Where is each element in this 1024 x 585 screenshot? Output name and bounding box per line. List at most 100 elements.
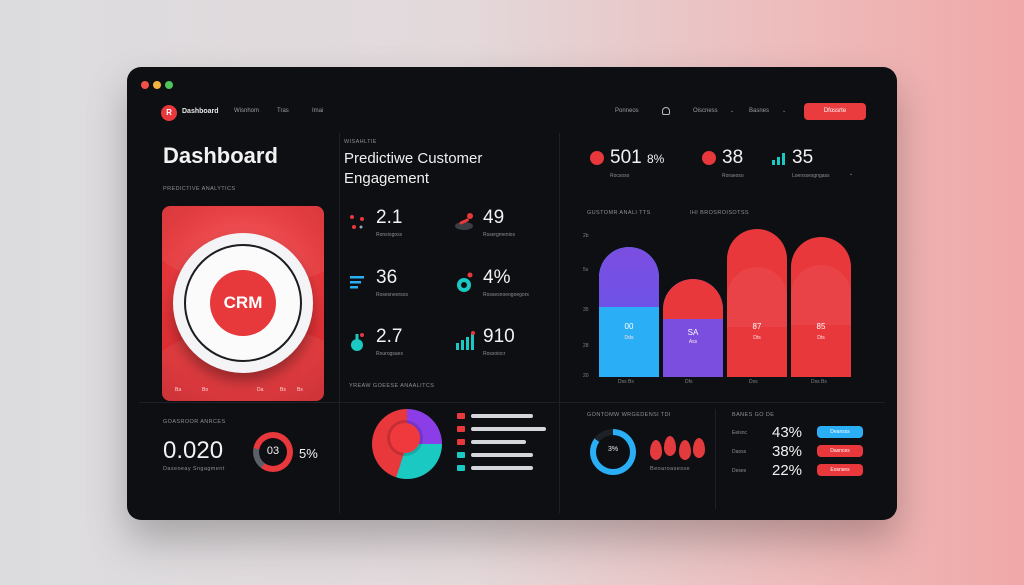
predictive-kicker: Wisahltie — [344, 139, 377, 145]
kpi-label: Ronsiogoss — [376, 232, 403, 238]
drop-icon — [679, 440, 691, 460]
pct-row[interactable]: Daoss 38% Dasnces — [732, 443, 872, 461]
kpi-tile[interactable]: 910 Rossoiocr — [449, 324, 549, 368]
list-bars-icon — [350, 276, 364, 289]
column-divider — [559, 133, 560, 513]
legend-row — [457, 465, 567, 471]
crm-tick: Ba — [175, 387, 182, 393]
kpi-label: Rssergmenios — [483, 232, 515, 238]
kpi-tile[interactable]: 49 Rssergmenios — [449, 205, 549, 249]
brand-logo-icon[interactable]: R — [161, 105, 177, 121]
pct-row-label: Eeisnc — [732, 430, 748, 436]
legend-swatch — [457, 426, 465, 432]
pie-chart[interactable] — [372, 409, 442, 479]
drop-icon — [693, 438, 705, 458]
donut-percent: 5% — [299, 446, 318, 461]
crm-tick: Bo — [202, 387, 209, 393]
top-nav: R Dashboard Wisnhom Tras Imai Ponneos Oi… — [127, 103, 897, 127]
x-tick: Dfs — [685, 379, 693, 385]
stat-value: 35 — [792, 147, 814, 168]
bar-value: 00 — [624, 322, 634, 331]
kpi-label: Rosesneorsos — [376, 292, 408, 298]
bell-icon[interactable] — [662, 107, 670, 115]
chevron-down-icon[interactable]: ⌄ — [730, 108, 735, 114]
chart-title-right: Ihi Brosroisotss — [690, 210, 749, 216]
page-title: Dashboard — [163, 143, 278, 168]
bar-top-segment — [599, 247, 659, 307]
stat-label: Loenssesgngass — [792, 173, 830, 179]
donut-value: 03 — [266, 445, 280, 457]
flask-icon — [351, 333, 364, 351]
y-tick: 20 — [583, 373, 589, 379]
nav-link-3[interactable]: Imai — [312, 108, 324, 114]
chart-bar[interactable]: 00 Dds — [599, 247, 659, 377]
close-window-dot[interactable] — [141, 81, 149, 89]
chart-bar[interactable]: 85 Dts — [791, 237, 851, 377]
kpi-tile[interactable]: 2.7 Rourogsaes — [342, 324, 442, 368]
nav-cta-button[interactable]: Dfossrte — [804, 103, 866, 120]
column-divider — [715, 409, 716, 509]
chart-title-left: Gustomr anali tts — [587, 210, 651, 216]
bar-label: Dds — [624, 335, 634, 341]
y-tick: 5s — [583, 267, 589, 273]
crm-tick: Bs — [297, 387, 303, 393]
legend-row — [457, 452, 567, 458]
pct-row-value: 22% — [772, 462, 803, 479]
legend-swatch — [457, 439, 465, 445]
bar-chart-icon — [456, 331, 475, 350]
crm-dial[interactable]: CRM — [173, 233, 313, 373]
maximize-window-dot[interactable] — [165, 81, 173, 89]
bowl-icon — [455, 213, 473, 230]
stat-value-main: 501 — [610, 147, 642, 168]
retention-donut[interactable]: 3% — [590, 429, 636, 475]
chart-bar[interactable]: 87 Dts — [727, 229, 787, 377]
pct-row-pill[interactable]: Eosnses — [817, 464, 863, 476]
pct-row[interactable]: Deses 22% Eosnses — [732, 462, 872, 480]
bar-value: 85 — [816, 322, 826, 331]
kpi-tile[interactable]: 4% Rossesnoeogoegors — [449, 265, 559, 309]
kpi-value: 36 — [376, 267, 398, 288]
chart-bar[interactable]: SA Ass — [663, 279, 723, 377]
kpi-tile[interactable]: 2.1 Ronsiogoss — [342, 205, 442, 249]
pct-row-pill[interactable]: Deansss — [817, 426, 863, 438]
stat-card[interactable]: 35 Loenssesgngass — [772, 147, 867, 181]
nav-right-link-3[interactable]: Basnes — [749, 108, 770, 114]
kpi-value: 2.1 — [376, 207, 403, 228]
bar-chart-icon — [772, 153, 785, 165]
legend-swatch — [457, 465, 465, 471]
nav-link-1[interactable]: Wisnhom — [234, 108, 260, 114]
engagement-donut[interactable]: 03 — [253, 432, 293, 472]
stat-card[interactable]: 38 Roraeoso — [702, 147, 772, 181]
predictive-title: Predictiwe Customer Engagement — [344, 149, 482, 189]
pct-row-value: 43% — [772, 424, 803, 441]
nav-right-link-1[interactable]: Ponneos — [615, 108, 639, 114]
bar-highlight — [791, 265, 851, 325]
crm-card[interactable]: CRM Ba Bo Da Bs Bs — [162, 206, 324, 401]
stat-value-main: 3 — [722, 147, 733, 168]
brand-name: Dashboard — [182, 108, 219, 115]
chevron-down-icon[interactable]: ⌄ — [782, 108, 787, 114]
stat-label: Rocsoso — [610, 173, 630, 179]
predictive-title-line-1: Predictiwe Customer — [344, 150, 483, 167]
pct-row-pill[interactable]: Dasnces — [817, 445, 863, 457]
bar-value: 87 — [752, 322, 762, 331]
predictive-title-line-2: Engagement — [344, 170, 430, 187]
pct-row-label: Deses — [732, 468, 747, 474]
bar-value: SA — [687, 328, 699, 337]
x-tick: Dss — [749, 379, 758, 385]
minimize-window-dot[interactable] — [153, 81, 161, 89]
kpi-value: 2.7 — [376, 326, 403, 347]
crm-tick: Da — [257, 387, 264, 393]
nav-link-2[interactable]: Tras — [277, 108, 289, 114]
kpi-label: Rossesnoeogoegors — [483, 292, 529, 298]
stat-value: 501 8% — [610, 147, 664, 169]
drop-icon — [664, 436, 676, 456]
kpi-tile[interactable]: 36 Rosesneorsos — [342, 265, 442, 309]
chevron-down-icon[interactable]: ⌄ — [849, 171, 854, 177]
stat-card[interactable]: 501 8% Rocsoso — [590, 147, 690, 181]
y-tick: 2b — [583, 233, 589, 239]
bar-label: Dts — [817, 335, 825, 341]
kpi-label: Rourogsaes — [376, 351, 403, 357]
nav-right-link-2[interactable]: Oiscness — [693, 108, 718, 114]
pct-row[interactable]: Eeisnc 43% Deansss — [732, 424, 872, 442]
